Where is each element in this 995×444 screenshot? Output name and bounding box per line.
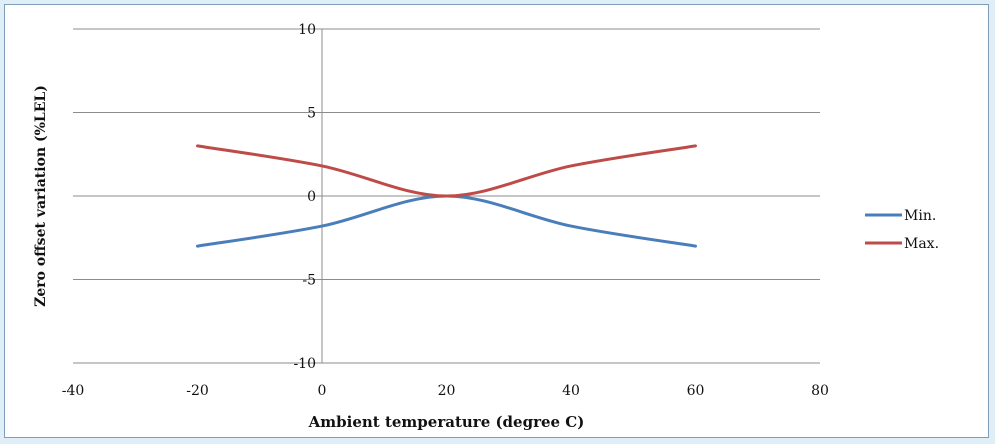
line-chart: 10 5 0 -5 -10 -40 -20 0 20 40 60 80 Ambient temper…	[33, 22, 939, 431]
x-tick-label: -40	[62, 383, 85, 399]
x-tick-labels: -40 -20 0 20 40 60 80	[62, 383, 829, 399]
x-tick-label: 0	[318, 383, 327, 399]
x-tick-label: 80	[811, 383, 829, 399]
y-tick-label: 5	[307, 106, 316, 122]
legend: Min. Max.	[865, 208, 939, 252]
y-tick-label: -10	[293, 356, 316, 372]
series-lines	[196, 144, 697, 248]
x-tick-label: -20	[186, 383, 209, 399]
y-tick-label: 0	[307, 189, 316, 205]
series-line-min	[196, 194, 697, 248]
y-tick-label: 10	[298, 22, 316, 38]
series-line-max	[196, 144, 697, 198]
chart-frame: 10 5 0 -5 -10 -40 -20 0 20 40 60 80 Ambient temper…	[4, 4, 989, 438]
x-tick-label: 40	[562, 383, 580, 399]
x-tick-label: 20	[438, 383, 456, 399]
y-tick-label: -5	[302, 273, 316, 289]
y-tick-labels: 10 5 0 -5 -10	[293, 22, 316, 372]
x-axis-title: Ambient temperature (degree C)	[308, 413, 585, 431]
y-axis-title: Zero offset variation (%LEL)	[33, 85, 49, 307]
legend-label: Max.	[904, 236, 939, 252]
legend-label: Min.	[904, 208, 936, 224]
x-tick-label: 60	[687, 383, 705, 399]
